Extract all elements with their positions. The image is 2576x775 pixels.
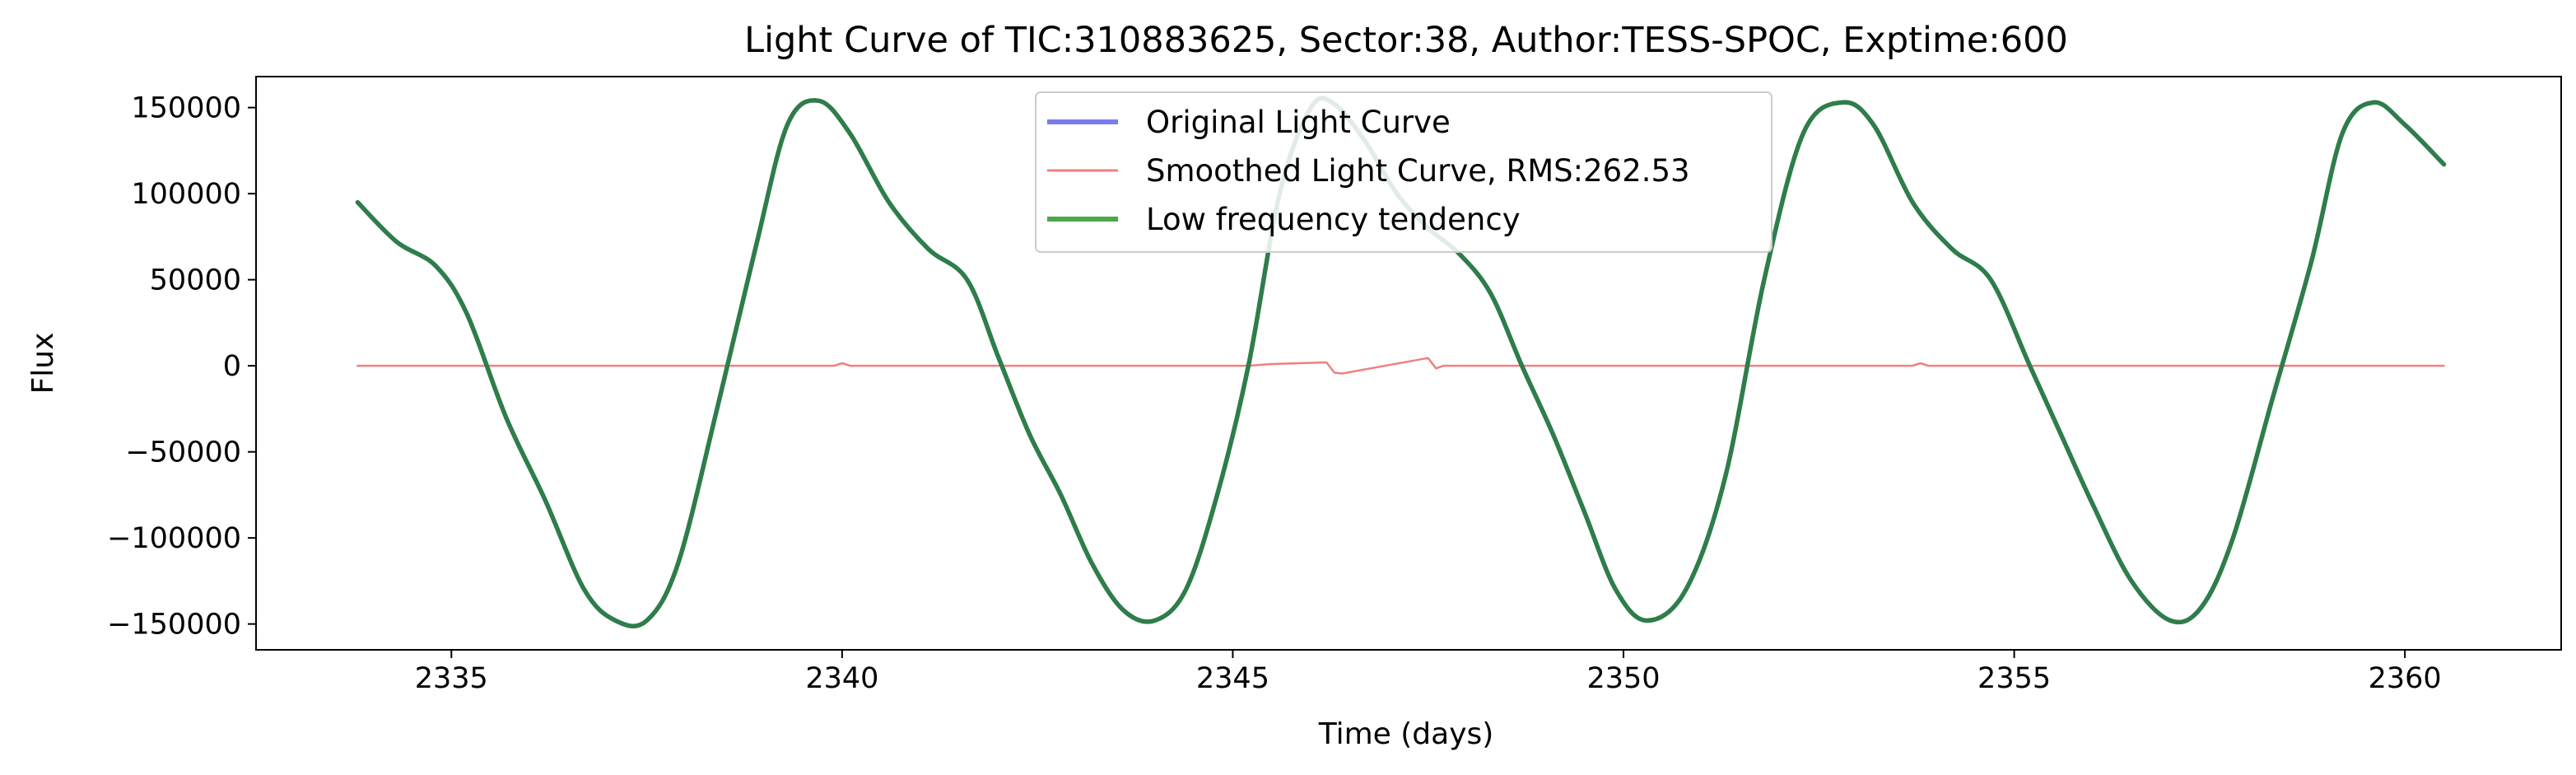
- legend-label-low-frequency: Low frequency tendency: [1146, 202, 1521, 237]
- y-tick-label: 150000: [131, 92, 241, 125]
- y-tick-label: 100000: [131, 178, 241, 211]
- chart-title: Light Curve of TIC:310883625, Sector:38,…: [744, 20, 2068, 61]
- y-tick-label: −50000: [125, 437, 241, 469]
- x-tick-label: 2360: [2369, 662, 2442, 695]
- x-axis-label: Time (days): [1318, 717, 1494, 751]
- y-tick-label: −100000: [107, 522, 241, 555]
- x-tick-label: 2345: [1196, 662, 1269, 695]
- x-tick-label: 2335: [415, 662, 488, 695]
- y-tick-label: 50000: [150, 264, 241, 297]
- x-tick-label: 2340: [805, 662, 878, 695]
- legend-label-smoothed: Smoothed Light Curve, RMS:262.53: [1146, 153, 1690, 189]
- x-tick-label: 2355: [1977, 662, 2051, 695]
- x-tick-label: 2350: [1586, 662, 1660, 695]
- legend-label-original: Original Light Curve: [1146, 105, 1451, 140]
- y-axis-label: Flux: [26, 333, 60, 395]
- y-tick-label: 0: [223, 350, 241, 383]
- legend: Original Light Curve Smoothed Light Curv…: [1036, 92, 1772, 252]
- y-tick-label: −150000: [107, 609, 241, 642]
